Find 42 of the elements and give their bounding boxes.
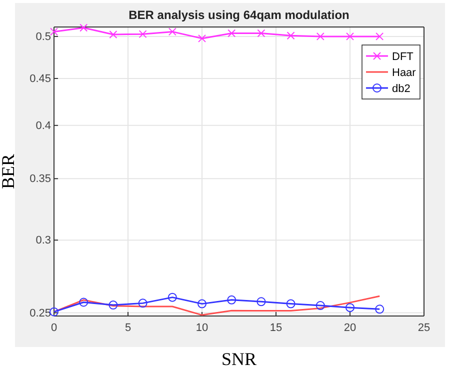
x-axis-title: SNR <box>221 349 257 369</box>
legend-label: DFT <box>392 51 414 63</box>
point <box>108 300 118 310</box>
point <box>316 301 325 310</box>
x-tick-label: 25 <box>418 322 430 334</box>
chart-title: BER analysis using 64qam modulation <box>128 8 350 22</box>
point <box>256 297 266 306</box>
y-tick-label: 0.25 <box>30 307 51 320</box>
point <box>316 32 324 40</box>
point <box>375 304 384 314</box>
point <box>50 28 58 36</box>
point <box>346 303 354 312</box>
point <box>286 299 296 308</box>
point <box>198 34 206 42</box>
point <box>138 298 148 308</box>
point <box>79 298 88 307</box>
point <box>168 292 177 302</box>
y-tick-label: 0.4 <box>36 120 51 132</box>
x-tick-label: 15 <box>270 322 282 334</box>
y-tick-label: 0.5 <box>36 30 51 43</box>
point <box>286 32 295 40</box>
legend-label: Haar <box>392 67 416 79</box>
point <box>138 30 147 38</box>
point <box>228 29 236 38</box>
y-tick-label: 0.3 <box>36 234 51 247</box>
point <box>168 28 176 36</box>
x-tick-label: 0 <box>50 322 58 334</box>
x-tick-label: 10 <box>196 322 208 334</box>
point <box>346 32 354 40</box>
point <box>80 24 88 32</box>
point <box>227 295 236 304</box>
x-tick-label: 5 <box>124 322 132 334</box>
point <box>109 30 118 38</box>
point <box>257 29 266 38</box>
point <box>50 307 58 316</box>
x-tick-label: 20 <box>344 322 356 334</box>
point <box>198 299 206 308</box>
y-tick-label: 0.45 <box>30 72 51 85</box>
legend-label: db2 <box>392 83 410 95</box>
point <box>376 32 384 40</box>
y-axis-title: BER <box>0 154 18 190</box>
y-tick-label: 0.35 <box>30 173 51 186</box>
